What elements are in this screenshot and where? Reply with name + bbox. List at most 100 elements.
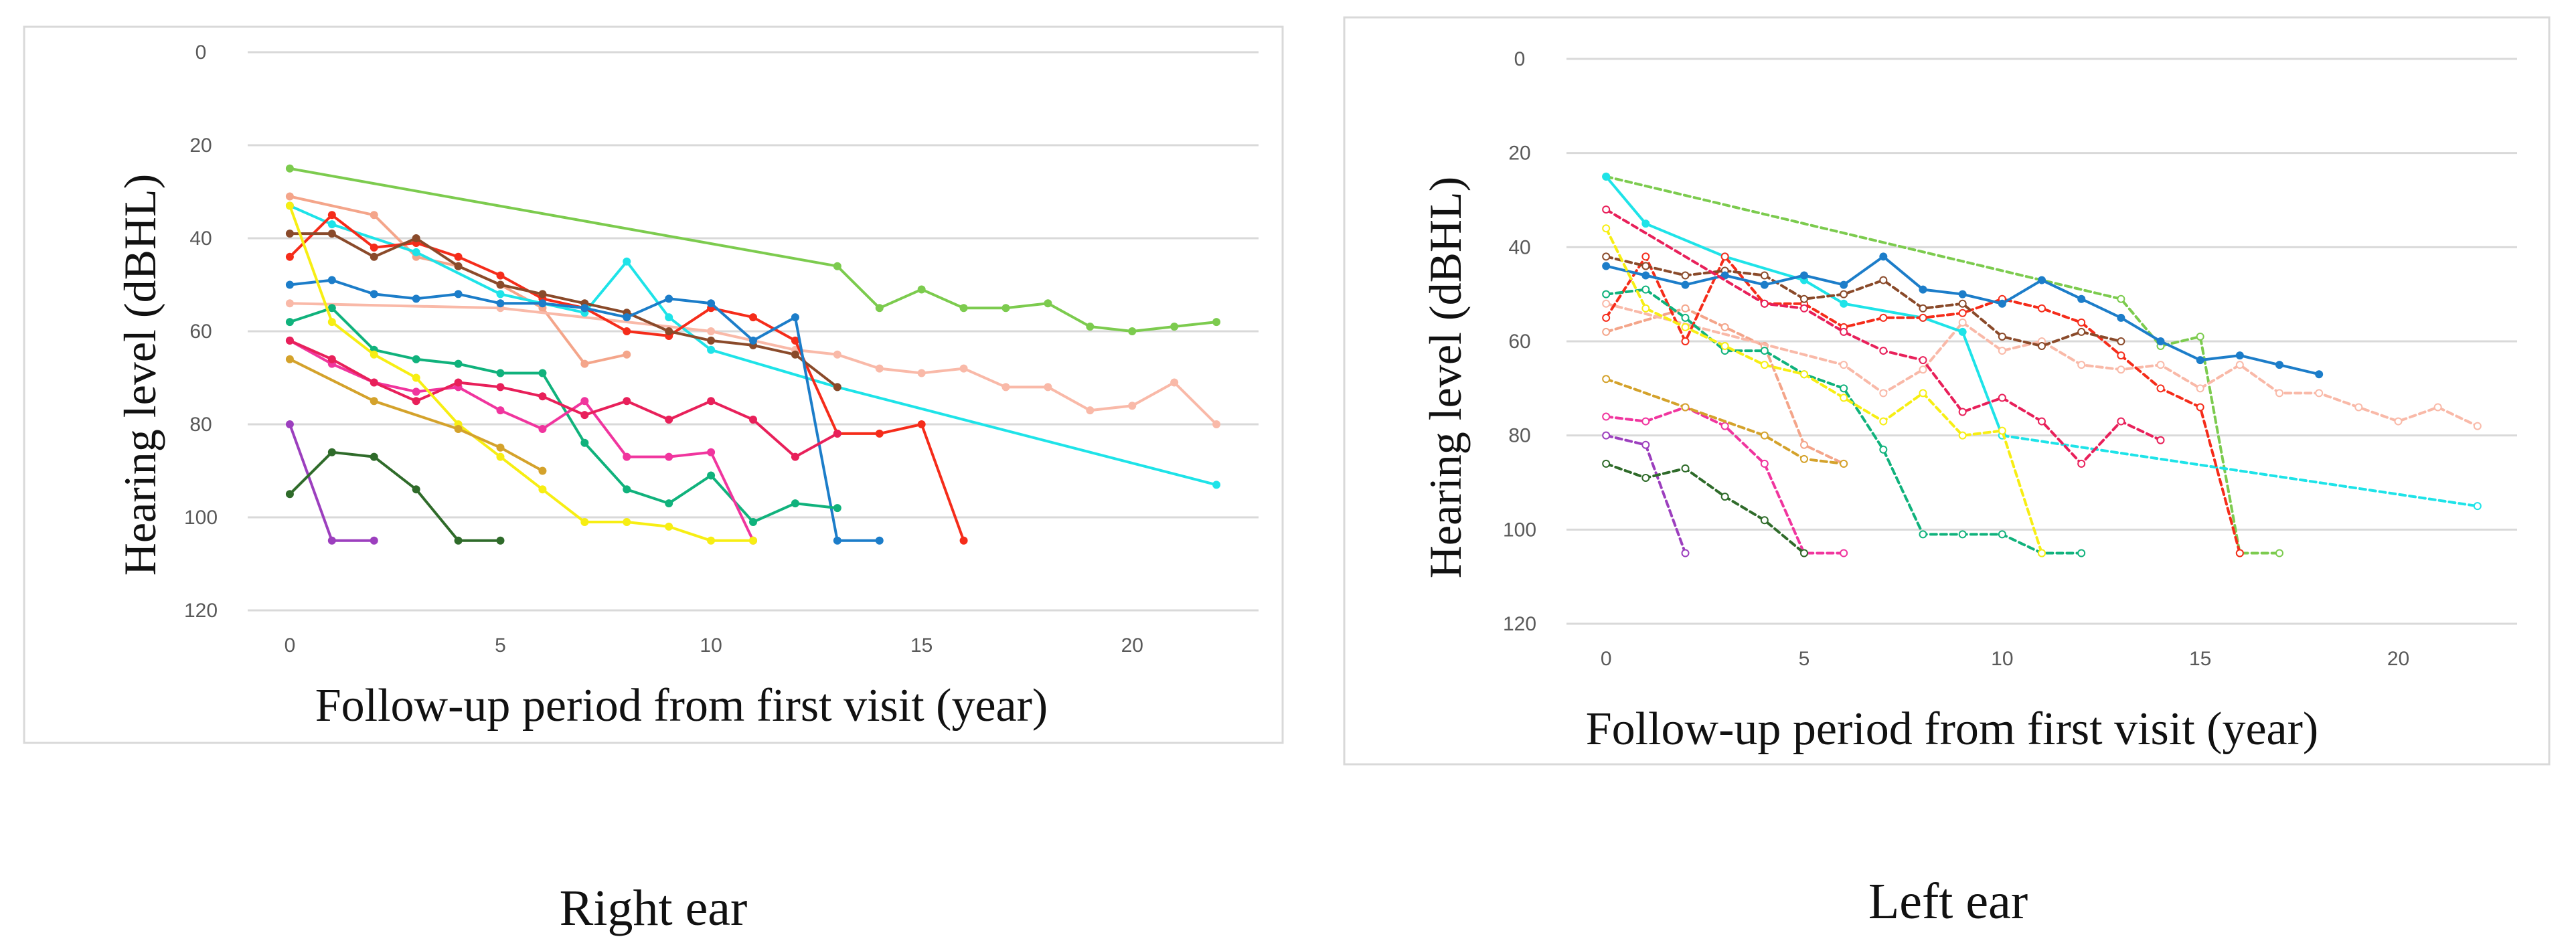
x-axis-title-left: Follow-up period from first visit (year) (1586, 703, 2319, 755)
point-right-teal-green-13 (833, 504, 841, 513)
y-tick-label-right-80: 80 (189, 414, 212, 436)
point-left-red-12 (2077, 318, 2086, 327)
caption-left-ear: Left ear (1868, 873, 2028, 930)
point-left-magenta-6 (1840, 549, 1848, 557)
point-left-magenta-4 (1760, 459, 1769, 468)
point-right-magenta-10 (707, 448, 716, 456)
point-left-light-green-3 (2196, 332, 2204, 341)
point-left-brown-7 (1879, 276, 1888, 284)
point-left-blue-13 (2117, 313, 2125, 322)
point-right-red-5 (496, 271, 505, 280)
series-right-blue (285, 276, 884, 545)
point-right-blue-10 (707, 299, 716, 308)
point-right-crimson-11 (749, 416, 757, 424)
point-left-light-pink-9 (2156, 361, 2165, 369)
point-right-light-pink-10 (1086, 406, 1095, 415)
point-right-purple-1 (327, 536, 336, 545)
y-tick-label-right-0: 0 (195, 41, 207, 64)
point-right-crimson-6 (538, 392, 547, 401)
point-right-dark-green-3 (412, 485, 420, 494)
point-left-purple-0 (1602, 431, 1611, 440)
point-left-gold-3 (1800, 454, 1808, 463)
series-line-left-light-pink (1605, 302, 2479, 428)
point-right-cyan-3 (496, 290, 505, 298)
series-left-yellow (1602, 224, 2046, 557)
point-left-brown-0 (1602, 252, 1611, 261)
point-left-gold-2 (1760, 431, 1769, 440)
point-right-blue-9 (665, 294, 673, 303)
point-right-dark-green-4 (454, 536, 463, 545)
point-left-red-13 (2117, 351, 2125, 360)
point-right-red-1 (327, 211, 336, 220)
point-left-brown-4 (1760, 271, 1769, 280)
point-right-cyan-1 (327, 220, 336, 229)
point-left-teal-green-6 (1840, 384, 1848, 393)
y-axis-title-left: Hearing level (dBHL) (1420, 177, 1471, 578)
point-right-teal-green-4 (454, 359, 463, 368)
point-left-blue-3 (1720, 271, 1729, 280)
series-right-purple (285, 420, 378, 545)
point-left-crimson-1 (1760, 299, 1769, 308)
point-left-teal-green-7 (1879, 445, 1888, 454)
point-left-gold-4 (1840, 459, 1848, 468)
point-left-dark-green-1 (1641, 473, 1650, 482)
point-right-blue-8 (623, 313, 631, 322)
point-right-cyan-5 (623, 257, 631, 266)
point-right-yellow-5 (496, 452, 505, 461)
point-right-light-green-6 (1044, 299, 1052, 308)
point-left-brown-1 (1641, 262, 1650, 270)
point-left-light-green-5 (2275, 549, 2283, 557)
series-line-right-dark-green (288, 450, 502, 542)
point-left-brown-11 (2038, 342, 2046, 351)
point-right-blue-3 (412, 294, 420, 303)
point-left-blue-16 (2235, 351, 2244, 360)
point-right-light-green-4 (959, 304, 968, 313)
point-left-blue-9 (1958, 290, 1967, 298)
point-left-teal-green-0 (1602, 290, 1611, 298)
point-right-red-8 (623, 327, 631, 335)
x-tick-label-right-5: 5 (495, 634, 506, 657)
series-line-right-brown (288, 232, 839, 389)
data-series-right (285, 164, 1221, 545)
point-right-light-green-9 (1170, 323, 1179, 331)
point-right-cyan-2 (412, 248, 420, 256)
point-left-brown-5 (1800, 294, 1808, 303)
point-right-purple-0 (285, 420, 294, 428)
series-left-purple (1602, 431, 1690, 557)
point-left-yellow-0 (1602, 224, 1611, 233)
point-left-crimson-6 (1958, 408, 1967, 416)
x-tick-labels-left: 0 5 10 15 20 (1601, 648, 2409, 670)
point-right-yellow-0 (285, 201, 294, 210)
point-left-cyan-0 (1602, 172, 1611, 181)
point-right-light-pink-0 (285, 299, 294, 308)
point-left-teal-green-9 (1958, 530, 1967, 539)
point-right-salmon-1 (370, 211, 378, 220)
point-right-yellow-7 (580, 517, 589, 526)
point-left-blue-6 (1840, 280, 1848, 289)
point-right-purple-2 (370, 536, 378, 545)
series-line-left-crimson (1605, 208, 2162, 465)
series-right-gold (285, 355, 547, 475)
x-tick-label-left-10: 10 (1991, 648, 2013, 670)
point-left-light-pink-5 (1998, 347, 2006, 355)
point-right-blue-0 (285, 280, 294, 289)
series-right-light-green (285, 164, 1221, 335)
point-right-gold-3 (496, 443, 505, 452)
point-left-teal-green-2 (1681, 313, 1690, 322)
point-right-teal-green-0 (285, 318, 294, 327)
point-right-gold-0 (285, 355, 294, 363)
point-left-cyan-6 (1958, 327, 1967, 336)
series-right-light-pink (285, 299, 1221, 428)
point-left-blue-15 (2196, 356, 2204, 365)
point-right-magenta-7 (580, 397, 589, 406)
point-right-blue-5 (496, 299, 505, 308)
x-tick-labels-right: 0 5 10 15 20 (285, 634, 1143, 657)
x-tick-label-right-0: 0 (285, 634, 296, 657)
point-right-magenta-9 (665, 452, 673, 461)
point-right-magenta-6 (538, 424, 547, 433)
series-line-right-teal-green (288, 307, 839, 523)
point-right-brown-9 (665, 327, 673, 335)
point-right-dark-green-1 (327, 448, 336, 456)
point-left-cyan-4 (1840, 299, 1848, 308)
point-left-blue-1 (1641, 271, 1650, 280)
